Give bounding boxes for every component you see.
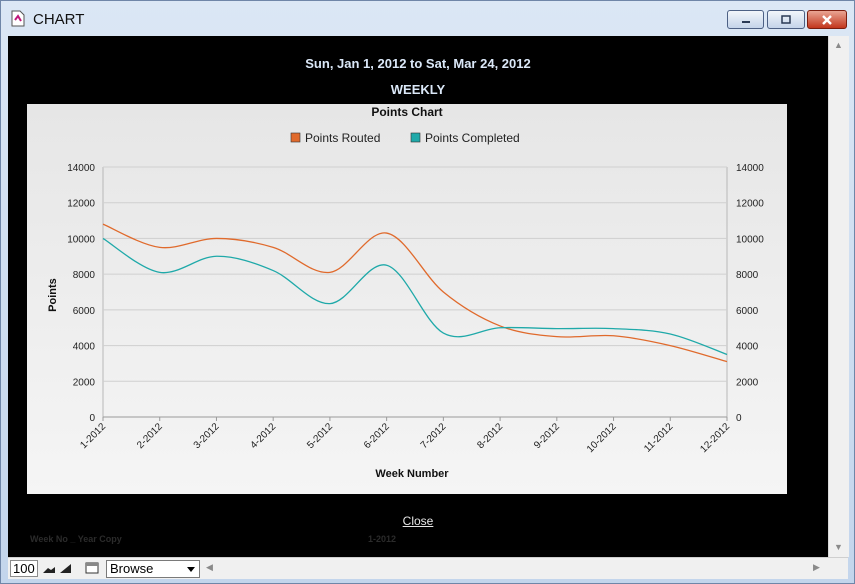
points-chart: Points Chart Points Routed Points Complet… [27, 104, 787, 494]
chart-legend: Points Routed Points Completed [290, 131, 520, 145]
document-chart-icon [11, 10, 25, 27]
window-title: CHART [33, 11, 85, 28]
data-point-points-routed [385, 231, 389, 235]
x-tick-label: 5-2012 [305, 421, 335, 451]
y-right-tick-label: 2000 [736, 377, 759, 388]
data-point-points-completed [328, 302, 332, 306]
data-point-points-routed [158, 245, 162, 249]
data-point-points-routed [271, 245, 275, 249]
chart-series [101, 222, 729, 364]
y-axis-right: 0 2000 4000 6000 8000 10000 12000 14000 [736, 163, 764, 424]
x-tick-label: 9-2012 [532, 421, 562, 451]
data-point-points-routed [441, 290, 445, 294]
data-point-points-completed [101, 236, 105, 240]
data-point-points-completed [385, 263, 389, 267]
x-tick-label: 1-2012 [78, 421, 108, 451]
y-axis-left: 0 2000 4000 6000 8000 10000 12000 14000 [67, 163, 95, 424]
chart-title: Points Chart [371, 105, 442, 119]
x-tick-label: 2-2012 [135, 421, 165, 451]
y-tick-label: 10000 [67, 234, 95, 245]
data-point-points-routed [214, 236, 218, 240]
x-axis: 1-2012 2-2012 3-2012 4-2012 5-2012 6-2012 7-20… [78, 417, 732, 455]
scroll-left-icon[interactable]: ◀ [206, 562, 213, 572]
data-point-points-routed [668, 344, 672, 348]
x-tick-label: 6-2012 [362, 421, 392, 451]
y-tick-label: 6000 [73, 306, 96, 317]
close-icon [822, 14, 832, 25]
series-line-points-completed [102, 237, 728, 356]
status-bar: 100 Browse ◀ ▶ [8, 557, 848, 579]
maximize-icon [781, 14, 791, 24]
data-point-points-routed [101, 222, 105, 226]
x-tick-label: 8-2012 [475, 421, 505, 451]
close-window-button[interactable] [807, 10, 847, 29]
y-tick-label: 0 [89, 413, 95, 424]
x-axis-label: Week Number [375, 468, 449, 480]
points-chart-svg: Points Chart Points Routed Points Complet… [47, 105, 764, 480]
y-axis-label: Points [47, 278, 59, 312]
legend-swatch [410, 132, 421, 143]
y-right-tick-label: 8000 [736, 270, 759, 281]
series-line-points-routed [102, 223, 728, 363]
y-tick-label: 14000 [67, 163, 95, 174]
vertical-scrollbar[interactable]: ▲ ▼ [828, 36, 849, 557]
maximize-button[interactable] [767, 10, 805, 29]
data-point-points-completed [612, 327, 616, 331]
report-area: Sun, Jan 1, 2012 to Sat, Mar 24, 2012 WE… [8, 36, 828, 557]
y-right-tick-label: 14000 [736, 163, 764, 174]
title-bar[interactable]: CHART [1, 1, 855, 35]
date-range-label: Sun, Jan 1, 2012 to Sat, Mar 24, 2012 [305, 56, 531, 71]
data-point-points-completed [668, 332, 672, 336]
data-point-points-completed [725, 353, 729, 357]
data-point-points-routed [612, 334, 616, 338]
y-right-tick-label: 6000 [736, 306, 759, 317]
close-link[interactable]: Close [402, 514, 434, 528]
data-point-points-routed [328, 270, 332, 274]
zoom-in-icon[interactable] [59, 561, 73, 575]
toggle-toolbar-icon[interactable] [85, 561, 99, 575]
period-label: WEEKLY [390, 82, 446, 97]
mode-select[interactable]: Browse [106, 560, 200, 578]
x-tick-label: 4-2012 [249, 421, 279, 451]
minimize-icon [741, 20, 750, 23]
data-point-points-completed [498, 326, 502, 330]
ghost-header-text: Week No _ Year Copy [30, 534, 122, 544]
zoom-out-icon[interactable] [42, 561, 56, 575]
x-tick-label: 11-2012 [642, 421, 676, 455]
data-point-points-routed [555, 335, 559, 339]
y-right-tick-label: 0 [736, 413, 742, 424]
data-point-points-completed [441, 331, 445, 335]
chevron-down-icon [187, 567, 195, 572]
x-tick-label: 7-2012 [419, 421, 449, 451]
y-tick-label: 2000 [73, 377, 96, 388]
legend-label: Points Completed [425, 131, 520, 145]
chart-grid [102, 166, 728, 418]
y-right-tick-label: 10000 [736, 234, 764, 245]
scroll-right-icon[interactable]: ▶ [813, 562, 820, 572]
ghost-week-text: 1-2012 [368, 534, 397, 544]
minimize-button[interactable] [727, 10, 764, 29]
scroll-down-icon[interactable]: ▼ [834, 542, 843, 552]
data-point-points-completed [214, 254, 218, 258]
data-point-points-completed [271, 269, 275, 273]
y-tick-label: 8000 [73, 270, 96, 281]
y-right-tick-label: 4000 [736, 342, 759, 353]
data-point-points-completed [158, 270, 162, 274]
y-tick-label: 12000 [67, 199, 95, 210]
zoom-level-field[interactable]: 100 [10, 560, 38, 577]
legend-swatch [290, 132, 301, 143]
scroll-up-icon[interactable]: ▲ [834, 40, 843, 50]
y-tick-label: 4000 [73, 342, 96, 353]
y-right-tick-label: 12000 [736, 199, 764, 210]
x-tick-label: 12-2012 [698, 421, 732, 455]
legend-label: Points Routed [305, 131, 380, 145]
data-point-points-routed [725, 360, 729, 364]
x-tick-label: 10-2012 [585, 421, 619, 455]
data-point-points-completed [555, 327, 559, 331]
x-tick-label: 3-2012 [192, 421, 222, 451]
mode-select-value: Browse [110, 561, 154, 576]
